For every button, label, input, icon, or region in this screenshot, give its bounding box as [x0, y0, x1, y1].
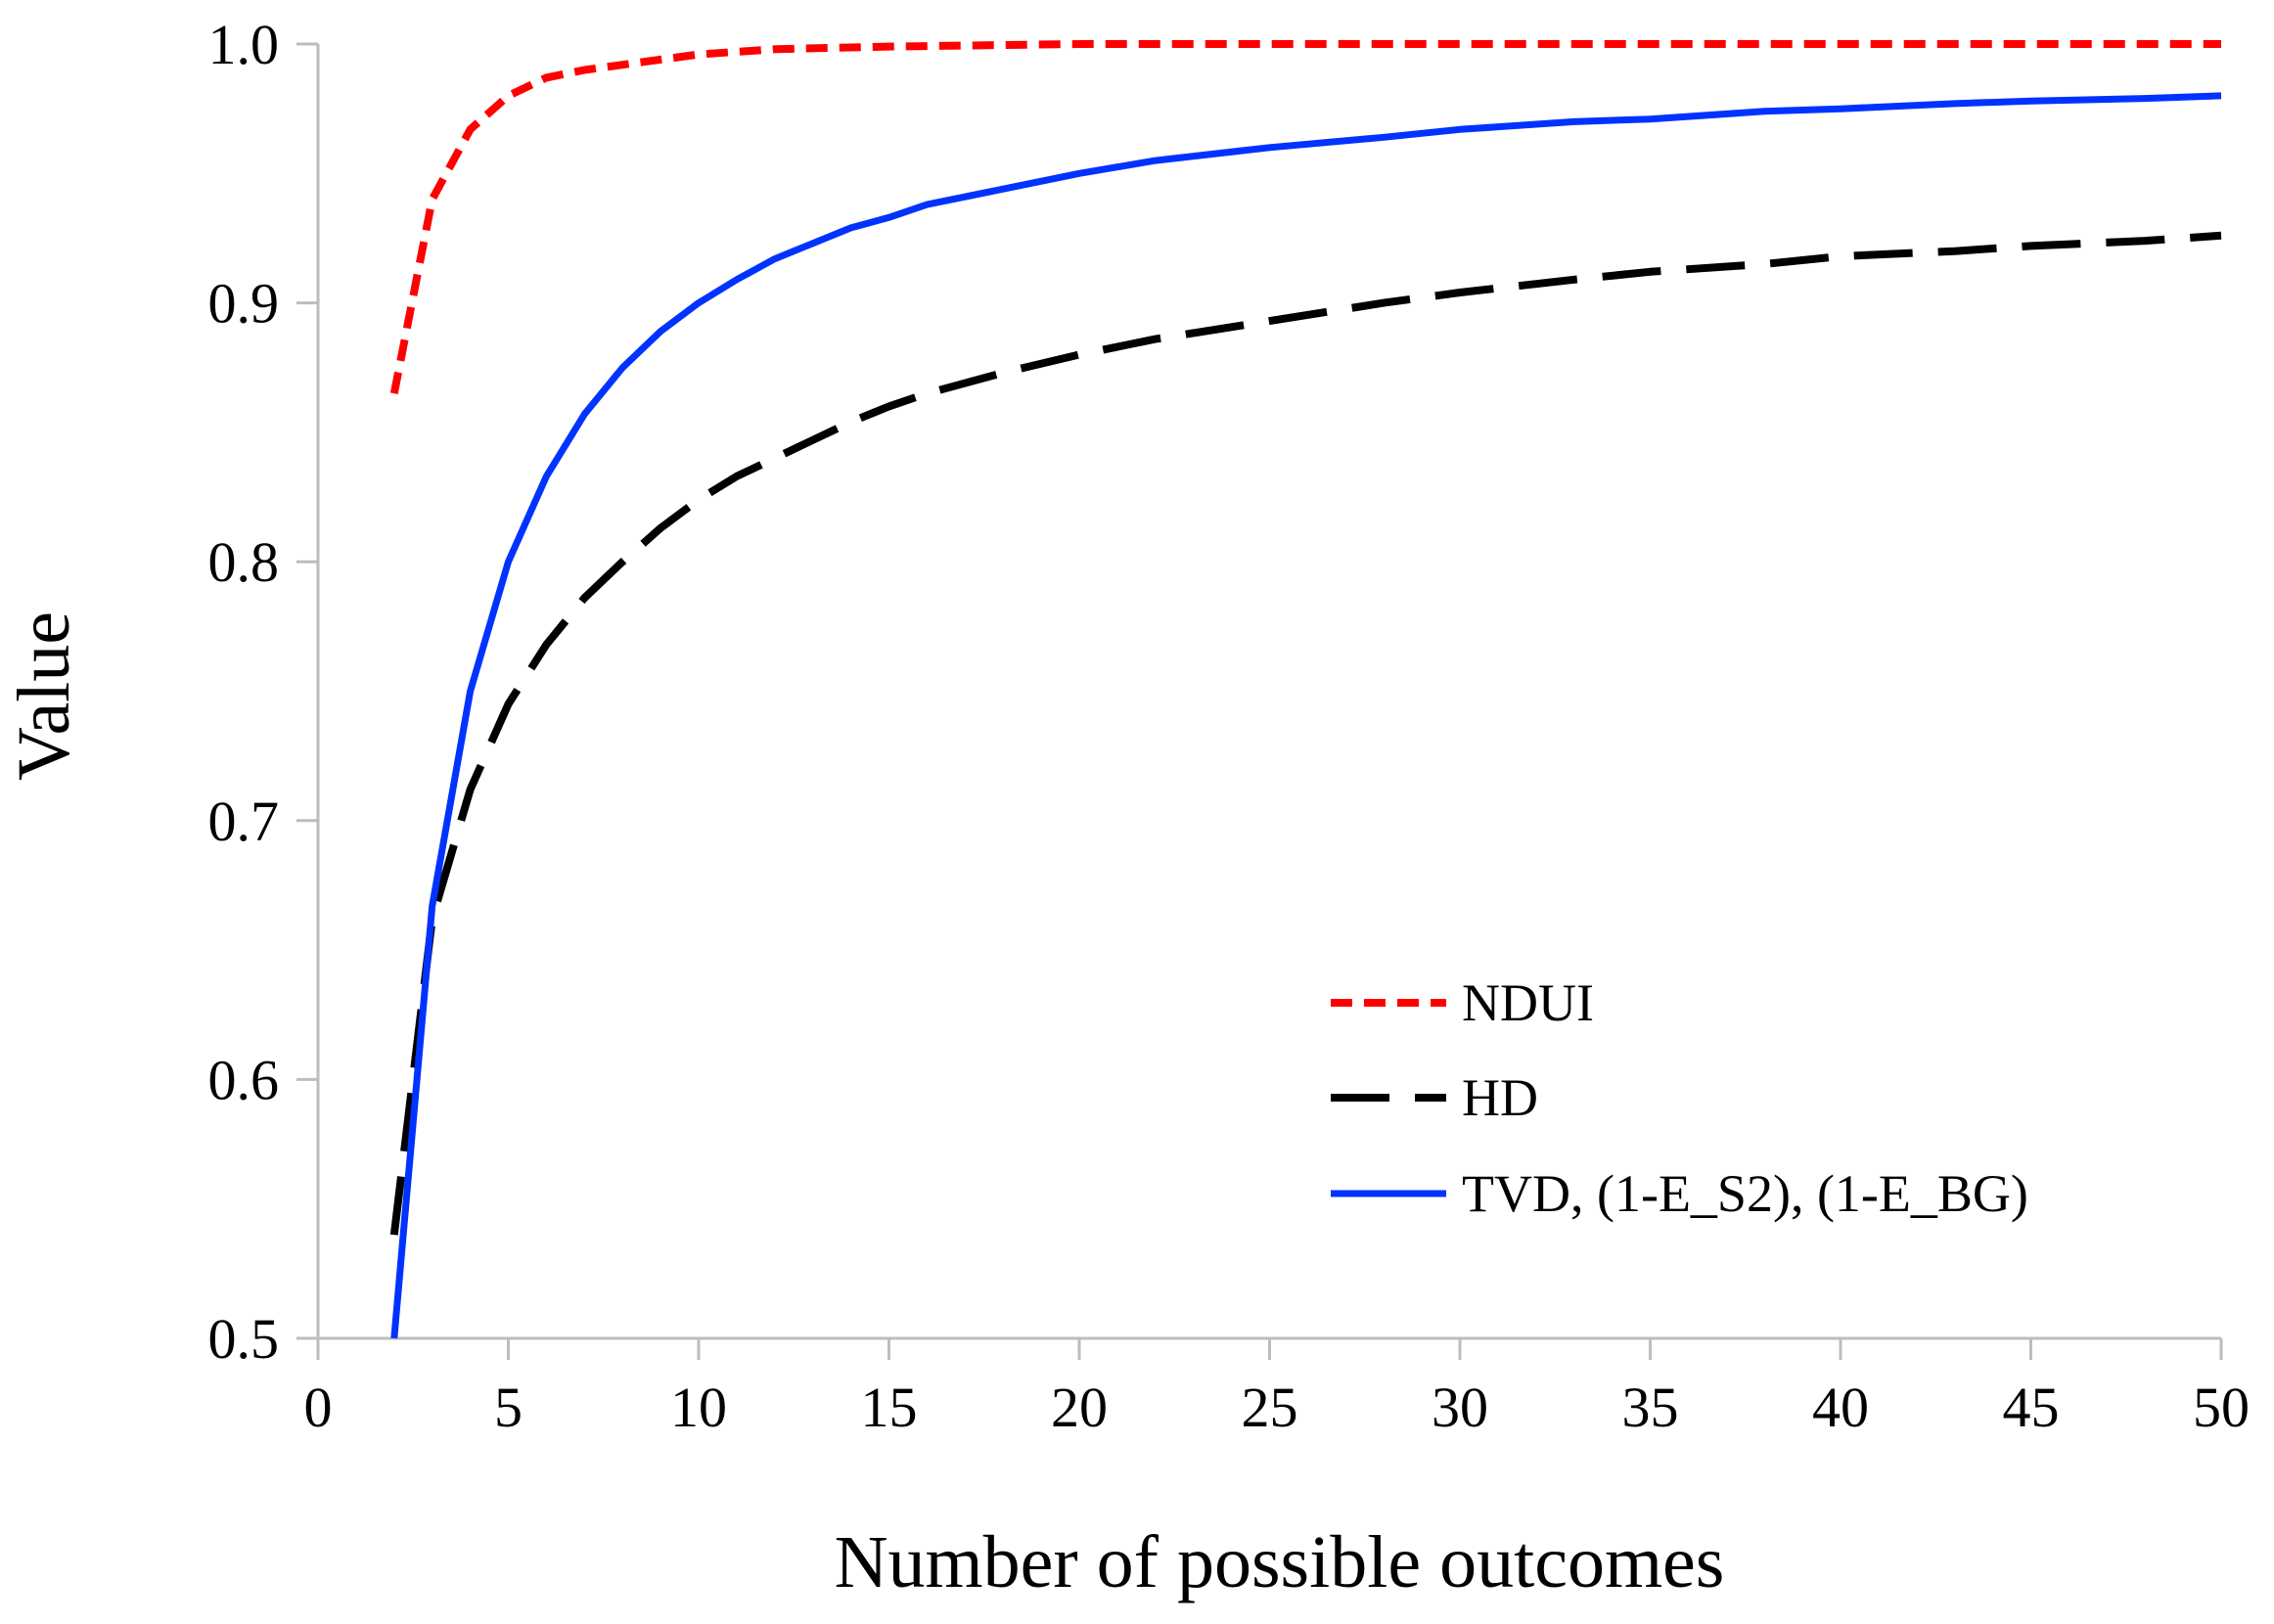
- series-line-3: [390, 92, 2222, 1339]
- y-tick-label: 0.5: [208, 1307, 280, 1371]
- y-tick-label: 0.6: [208, 1048, 280, 1111]
- series-line-2: [389, 231, 2222, 1236]
- legend-label-3: TVD, (1-E_S2), (1-E_BG): [1462, 1164, 2028, 1223]
- y-tick-label: 1.0: [208, 13, 280, 76]
- x-tick-label: 45: [2003, 1376, 2060, 1439]
- series-lines: [389, 40, 2222, 1339]
- x-tick-label: 5: [494, 1376, 523, 1439]
- x-tick-label: 50: [2193, 1376, 2250, 1439]
- x-axis-title: Number of possible outcomes: [835, 1521, 1725, 1603]
- x-tick-label: 30: [1432, 1376, 1488, 1439]
- legend: NDUI HD TVD, (1-E_S2), (1-E_BG): [1331, 973, 2028, 1223]
- legend-label-1: NDUI: [1462, 973, 1594, 1032]
- y-tick-label: 0.7: [208, 789, 280, 853]
- x-tick-label: 10: [670, 1376, 727, 1439]
- x-tick-label: 15: [861, 1376, 918, 1439]
- y-axis-title: Value: [3, 611, 85, 781]
- x-tick-label: 25: [1242, 1376, 1298, 1439]
- x-tick-label: 0: [304, 1376, 333, 1439]
- series-line-1: [389, 40, 2221, 394]
- y-tick-label: 0.9: [208, 272, 280, 336]
- x-tick-label: 40: [1812, 1376, 1869, 1439]
- y-tick-label: 0.8: [208, 530, 280, 594]
- x-tick-label: 35: [1622, 1376, 1679, 1439]
- legend-label-2: HD: [1462, 1068, 1538, 1127]
- axes: 0.5 0.6 0.7 0.8 0.9 1.0 0 5 10 15 20 25 30 35 40 45 50: [208, 13, 2251, 1439]
- x-tick-label: 20: [1051, 1376, 1108, 1439]
